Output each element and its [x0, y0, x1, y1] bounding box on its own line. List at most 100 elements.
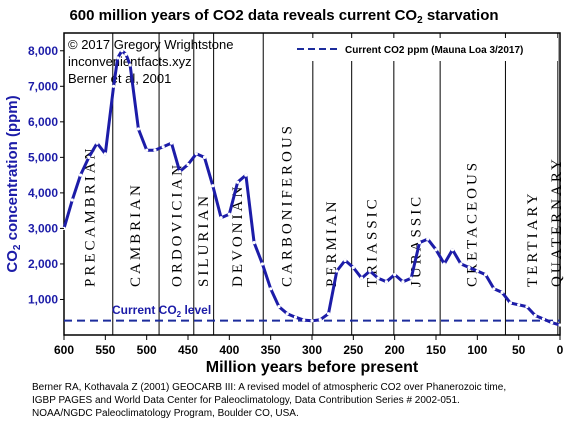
period-label-quaternary: QUATERNARY [549, 156, 565, 287]
y-axis-label: CO2 concentration (ppm) [4, 95, 23, 272]
current-level-label: Current CO2 level [112, 303, 211, 319]
data-point-35 [335, 269, 339, 273]
data-point-59 [533, 313, 537, 318]
period-label-precambrian: PRECAMBRIAN [83, 146, 99, 287]
data-point-61 [550, 320, 554, 325]
data-point-49 [450, 248, 455, 252]
data-point-41 [384, 280, 388, 284]
data-point-9 [124, 52, 128, 56]
period-label-devonian: DEVONIAN [230, 184, 246, 287]
legend: Current CO2 ppm (Mauna Loa 3/2017) [289, 38, 558, 61]
period-label-permian: PERMIAN [324, 198, 340, 287]
period-label-jurassic: JURASSIC [408, 194, 424, 287]
period-label-ordovician: ORDOVICIAN [169, 162, 185, 287]
y-tick-label-3000: 3,000 [28, 221, 58, 235]
x-tick-label-150: 150 [426, 343, 446, 357]
y-tick-label-1000: 1,000 [28, 292, 58, 306]
data-point-28 [277, 304, 281, 309]
data-point-6 [112, 84, 116, 88]
plot-frame [63, 32, 561, 336]
y-tick-label-7000: 7,000 [28, 79, 58, 93]
data-point-23 [236, 180, 240, 184]
chart-title: 600 million years of CO2 data reveals cu… [69, 7, 498, 26]
data-point-4 [95, 141, 99, 145]
data-point-26 [260, 262, 264, 266]
data-point-37 [351, 265, 355, 270]
x-axis-ticks: 600 550 500 450 400 350 300 250 200 150 100 50 0 [54, 335, 564, 357]
data-point-18 [194, 152, 198, 156]
data-point-51 [467, 265, 471, 270]
source-citation: Berner RA, Kothavala Z (2001) GEOCARB II… [32, 382, 506, 419]
data-point-43 [401, 280, 405, 284]
x-axis-label: Million years before present [206, 359, 419, 376]
x-tick-label-350: 350 [261, 343, 281, 357]
data-point-10 [128, 63, 132, 67]
data-point-34 [326, 312, 331, 316]
period-label-tertiary: TERTIARY [525, 191, 541, 287]
data-point-39 [368, 269, 372, 273]
data-point-20 [211, 184, 215, 188]
data-point-3 [87, 155, 91, 159]
data-point-11 [136, 127, 140, 131]
y-tick-label-8000: 8,000 [28, 44, 58, 58]
x-tick-label-400: 400 [219, 343, 239, 357]
period-label-triassic: TRIASSIC [365, 196, 381, 287]
data-point-2 [78, 173, 83, 177]
data-point-29 [285, 312, 289, 316]
data-point-32 [310, 319, 314, 323]
data-point-56 [508, 301, 512, 305]
note-line-1: © 2017 Gregory Wrightstone [68, 37, 233, 52]
legend-label: Current CO2 ppm (Mauna Loa 3/2017) [345, 45, 523, 56]
data-point-57 [517, 303, 521, 307]
data-point-14 [161, 145, 165, 149]
data-point-53 [484, 273, 488, 277]
y-tick-label-2000: 2,000 [28, 257, 58, 271]
x-tick-label-300: 300 [302, 343, 322, 357]
data-point-30 [293, 315, 298, 319]
data-point-60 [541, 317, 546, 321]
data-point-50 [459, 262, 463, 266]
data-point-45 [417, 241, 422, 245]
source-line-1: Berner RA, Kothavala Z (2001) GEOCARB II… [32, 382, 506, 393]
data-point-27 [269, 287, 273, 291]
data-point-25 [252, 241, 256, 245]
y-tick-label-6000: 6,000 [28, 115, 58, 129]
data-point-7 [116, 56, 120, 60]
x-tick-label-50: 50 [512, 343, 526, 357]
x-tick-label-550: 550 [95, 343, 115, 357]
data-point-46 [426, 237, 430, 241]
data-point-31 [302, 318, 306, 322]
x-tick-label-500: 500 [137, 343, 157, 357]
data-point-16 [178, 169, 182, 174]
x-tick-label-600: 600 [54, 343, 74, 357]
data-point-48 [442, 262, 446, 266]
data-point-62 [558, 323, 562, 327]
data-point-24 [244, 173, 248, 177]
source-line-3: NOAA/NGDC Paleoclimatology Program, Boul… [32, 408, 299, 419]
period-labels: PRECAMBRIAN CAMBRIAN ORDOVICIAN SILURIAN DEV… [83, 123, 565, 287]
x-tick-label-450: 450 [178, 343, 198, 357]
source-line-2: IGBP PAGES and World Data Center for Pal… [32, 395, 460, 406]
data-point-40 [376, 276, 380, 280]
period-label-carboniferous: CARBONIFEROUS [279, 123, 295, 287]
data-point-54 [492, 287, 496, 291]
data-point-58 [525, 304, 529, 309]
period-label-cambrian: CAMBRIAN [128, 182, 144, 287]
x-tick-label-100: 100 [467, 343, 487, 357]
data-point-5 [103, 152, 107, 156]
data-point-52 [475, 269, 479, 273]
data-point-19 [202, 155, 207, 159]
data-point-47 [434, 248, 438, 252]
data-point-22 [227, 212, 231, 216]
data-point-44 [409, 276, 413, 280]
y-axis-ticks: 1,000 2,000 3,000 4,000 5,000 6,000 7,000 8,000 [28, 44, 64, 306]
legend-box [289, 38, 558, 61]
period-label-cretaceous: CRETACEOUS [465, 160, 481, 287]
data-point-15 [169, 141, 174, 145]
data-point-8 [120, 49, 124, 53]
co2-series [62, 49, 562, 327]
data-point-33 [318, 318, 322, 322]
y-tick-label-4000: 4,000 [28, 186, 58, 200]
x-tick-label-200: 200 [385, 343, 405, 357]
